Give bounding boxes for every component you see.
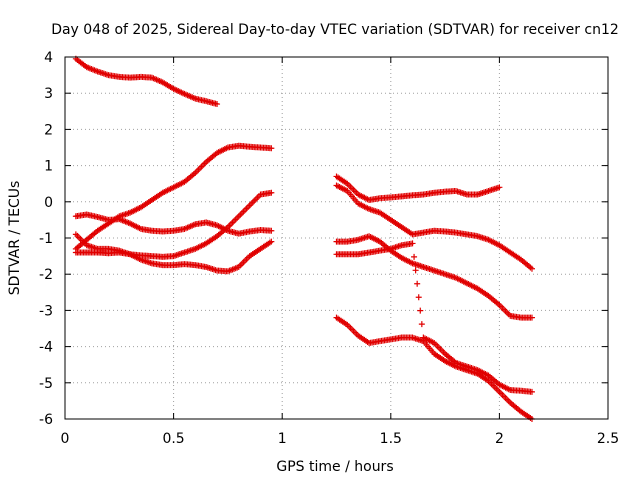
y-axis-label: SDTVAR / TECUs (7, 181, 23, 296)
data-point (528, 388, 535, 395)
x-tick-label: 0 (61, 431, 70, 447)
data-point (528, 314, 535, 321)
x-tick-label: 0.5 (162, 431, 184, 447)
y-tick-label: 3 (44, 86, 53, 102)
y-tick-label: 0 (44, 195, 53, 211)
series-arc-1 (72, 55, 221, 108)
series-arc-6 (333, 173, 503, 203)
series-arc-2 (72, 142, 275, 252)
data-point (414, 280, 421, 287)
data-point (417, 307, 424, 314)
series-arc-7 (333, 182, 535, 272)
x-tick-label: 2 (495, 431, 504, 447)
x-axis-label: GPS time / hours (276, 459, 393, 475)
y-tick-label: -4 (39, 340, 53, 356)
series-arc-9 (333, 240, 535, 395)
y-tick-label: 1 (44, 159, 53, 175)
x-tick-label: 2.5 (597, 431, 619, 447)
data-point (412, 267, 419, 274)
axis-ticks (64, 56, 609, 420)
data-point (268, 189, 275, 196)
series-arc-10 (333, 314, 535, 422)
series-arc-8 (333, 233, 535, 321)
x-tick-labels: 0 0.5 1 1.5 2 2.5 (61, 431, 620, 447)
data-point (268, 238, 275, 245)
plot-frame (64, 56, 609, 420)
y-tick-label: -6 (39, 412, 53, 428)
y-tick-label: 2 (44, 122, 53, 138)
data-point (418, 321, 425, 328)
y-tick-label: 4 (44, 50, 53, 66)
y-tick-label: -2 (39, 267, 53, 283)
y-tick-label: -5 (39, 376, 53, 392)
data-point (496, 184, 503, 191)
series-arc-3 (72, 211, 275, 237)
data-point (411, 253, 418, 260)
x-tick-label: 1 (278, 431, 287, 447)
series-arc-4 (72, 231, 275, 275)
chart-title: Day 048 of 2025, Sidereal Day-to-day VTE… (51, 22, 619, 38)
y-tick-label: -1 (39, 231, 53, 247)
y-tick-label: -3 (39, 303, 53, 319)
data-point (268, 227, 275, 234)
data-point (214, 101, 221, 108)
x-tick-label: 1.5 (380, 431, 402, 447)
data-point (415, 294, 422, 301)
data-point (528, 265, 535, 272)
series-arc-5 (72, 189, 275, 260)
data-points (72, 55, 535, 422)
data-point (409, 240, 416, 247)
y-tick-labels: -6 -5 -4 -3 -2 -1 0 1 2 3 4 (39, 50, 53, 428)
data-point (268, 145, 275, 152)
grid-lines (65, 57, 608, 419)
